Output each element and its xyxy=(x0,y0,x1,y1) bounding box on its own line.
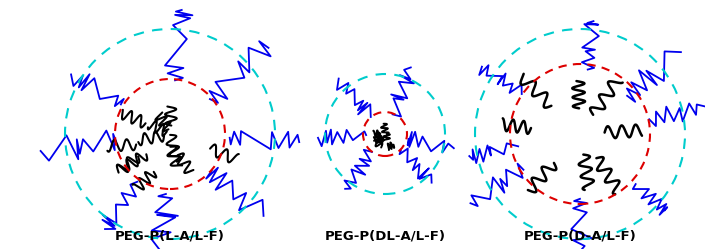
Text: PEG-P(DL-A/L-F): PEG-P(DL-A/L-F) xyxy=(324,230,446,243)
Text: PEG-P(D-A/L-F): PEG-P(D-A/L-F) xyxy=(524,230,637,243)
Text: PEG-P(L-A/L-F): PEG-P(L-A/L-F) xyxy=(115,230,225,243)
